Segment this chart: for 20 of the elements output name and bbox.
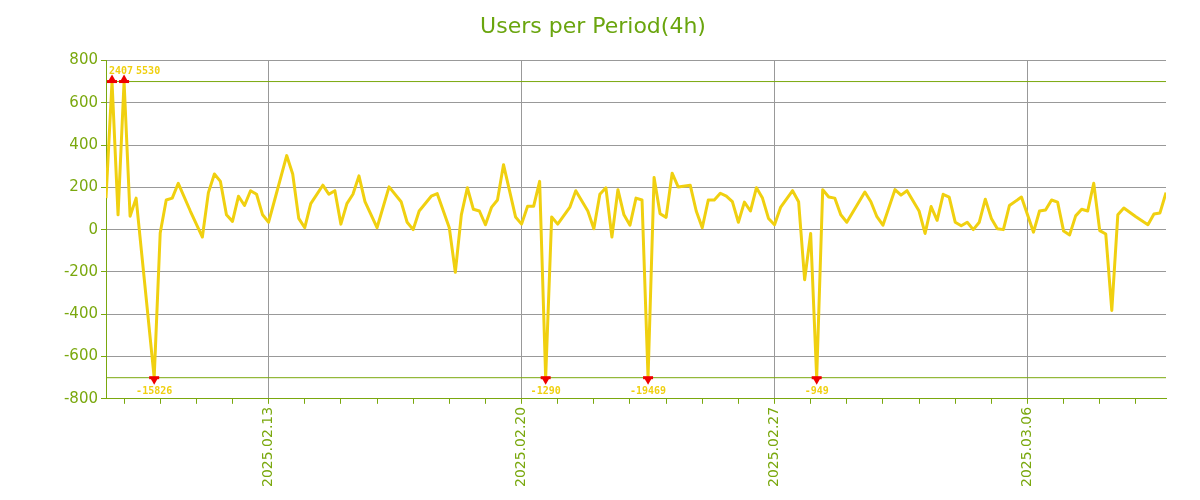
x-tick-label: 2025.03.06 bbox=[1018, 406, 1035, 488]
annotation: 5530 bbox=[136, 64, 161, 76]
x-tick-label: 2025.02.13 bbox=[259, 406, 276, 488]
x-tick-label: 2025.02.20 bbox=[512, 406, 529, 488]
y-tick-label: 400 bbox=[69, 134, 98, 153]
annotation: -19469 bbox=[629, 384, 667, 396]
annotation: 2407 bbox=[108, 64, 134, 76]
annotation: -15826 bbox=[136, 384, 173, 396]
x-tick-label: 2025.02.27 bbox=[765, 406, 782, 488]
y-tick-label: 800 bbox=[69, 50, 98, 69]
chart-title: Users per Period(4h) bbox=[480, 12, 706, 38]
annotation: -949 bbox=[804, 384, 829, 396]
y-tick-label: 200 bbox=[69, 177, 98, 196]
y-tick-label: -800 bbox=[63, 388, 98, 407]
y-tick-label: -600 bbox=[63, 346, 98, 365]
y-tick-label: -400 bbox=[63, 304, 98, 323]
annotation: -1290 bbox=[530, 384, 561, 396]
y-tick-label: 600 bbox=[69, 92, 98, 111]
y-tick-label: -200 bbox=[63, 261, 98, 280]
y-tick-label: 0 bbox=[88, 219, 98, 238]
